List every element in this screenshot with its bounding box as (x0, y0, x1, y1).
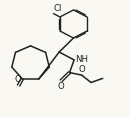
Text: Cl: Cl (54, 4, 62, 13)
Text: O: O (57, 82, 64, 91)
Text: O: O (15, 75, 21, 84)
Text: NH: NH (75, 55, 88, 64)
Text: O: O (78, 65, 85, 74)
